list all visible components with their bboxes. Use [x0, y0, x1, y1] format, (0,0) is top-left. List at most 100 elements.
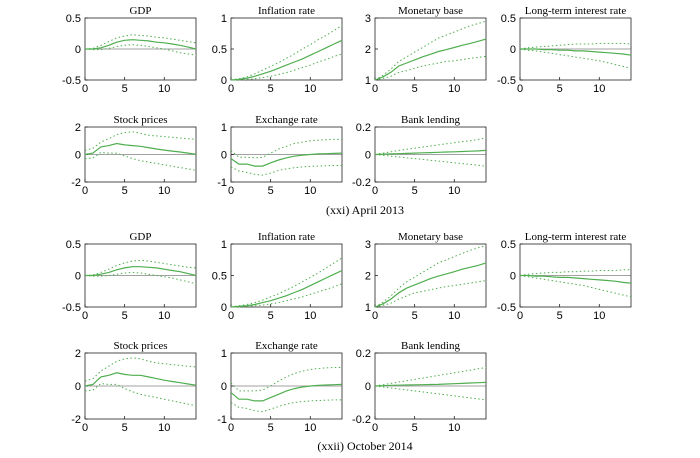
y-tick-label: 0 — [221, 150, 227, 162]
y-tick-label: 0.2 — [356, 348, 371, 360]
x-tick-label: 5 — [122, 83, 128, 95]
x-tick-label: 5 — [268, 83, 274, 95]
x-tick-label: 10 — [448, 185, 460, 197]
x-tick-label: 10 — [304, 185, 316, 197]
x-tick-label: 5 — [412, 185, 418, 197]
panel-title: Inflation rate — [258, 231, 315, 243]
y-tick-label: 0 — [75, 271, 81, 283]
x-tick-label: 0 — [372, 422, 378, 434]
y-tick-label: 0.5 — [66, 13, 81, 25]
series-line-band-lower — [519, 275, 632, 298]
series-line-band-lower — [230, 399, 342, 413]
x-tick-label: 5 — [557, 310, 563, 322]
y-tick-label: -0.5 — [62, 302, 81, 314]
series-line-band-upper — [519, 269, 631, 276]
x-tick-label: 0 — [228, 185, 234, 197]
panel-title: Bank lending — [401, 114, 460, 126]
series-line-band-lower — [84, 151, 197, 171]
y-tick-label: 1 — [221, 239, 227, 251]
series-line-band-lower — [374, 280, 487, 308]
panel-title: Long-term interest rate — [525, 5, 627, 17]
series-line-estimate — [374, 262, 487, 308]
panel-bank-lending: Bank lending-0.200.20 5 10 — [352, 114, 487, 197]
series-line-estimate — [230, 269, 343, 308]
x-tick-label: 0 — [228, 310, 234, 322]
series-line-band-lower — [519, 48, 632, 69]
panel-long-term-interest-rate: Long-term interest rate-0.500.50 5 10 — [497, 5, 632, 95]
series-line-band-upper — [84, 34, 197, 50]
series-line-band-upper — [374, 245, 487, 308]
y-tick-label: 1 — [221, 122, 227, 134]
series-line-band-lower — [230, 165, 342, 176]
series-line-band-upper — [230, 367, 342, 392]
y-tick-label: 0.5 — [501, 13, 516, 25]
panel-title: Exchange rate — [255, 114, 318, 126]
y-tick-label: 0 — [510, 44, 516, 56]
x-tick-label: 0 — [517, 83, 523, 95]
series-line-band-upper — [230, 24, 343, 81]
series-line-band-lower — [84, 382, 197, 407]
x-tick-label: 10 — [304, 422, 316, 434]
y-tick-label: 0 — [365, 381, 371, 393]
panel-title: GDP — [129, 5, 151, 17]
panel-bank-lending: Bank lending-0.200.20 5 10 — [352, 340, 487, 434]
series-line-band-lower — [231, 53, 343, 81]
series-line-estimate — [84, 372, 197, 387]
x-tick-label: 10 — [304, 310, 316, 322]
x-tick-label: 5 — [268, 310, 274, 322]
panel-title: Monetary base — [398, 231, 463, 243]
panel-monetary-base: Monetary base 1 2 3 0 5 10 — [365, 5, 487, 95]
y-tick-label: 3 — [365, 13, 371, 25]
plot-frame — [374, 17, 487, 81]
series-line-estimate — [85, 266, 197, 277]
x-tick-label: 0 — [228, 83, 234, 95]
series-line-band-lower — [374, 385, 487, 401]
x-tick-label: 5 — [412, 310, 418, 322]
series-line-band-lower — [374, 154, 487, 167]
series-line-band-upper — [374, 367, 487, 387]
x-tick-label: 0 — [517, 310, 523, 322]
series-line-band-upper — [230, 138, 342, 159]
y-tick-label: -2 — [71, 414, 81, 426]
series-line-band-upper — [519, 42, 632, 50]
x-tick-label: 10 — [593, 83, 605, 95]
y-tick-label: 0.5 — [212, 271, 227, 283]
y-tick-label: 1 — [365, 75, 371, 87]
panel-title: Bank lending — [401, 340, 460, 352]
series-line-band-upper — [374, 137, 487, 155]
x-tick-label: 5 — [268, 422, 274, 434]
x-tick-label: 5 — [412, 83, 418, 95]
x-tick-label: 5 — [557, 83, 563, 95]
y-tick-label: 0 — [75, 150, 81, 162]
x-tick-label: 0 — [372, 185, 378, 197]
plot-frame — [374, 243, 487, 308]
y-tick-label: 0.5 — [501, 239, 516, 251]
series-line-estimate — [230, 383, 343, 402]
x-tick-label: 0 — [82, 422, 88, 434]
series-line-estimate — [374, 381, 487, 387]
x-tick-label: 10 — [448, 422, 460, 434]
panel-monetary-base: Monetary base 1 2 3 0 5 10 — [365, 231, 487, 322]
x-tick-label: 10 — [448, 83, 460, 95]
series-line-band-lower — [84, 271, 197, 285]
y-tick-label: 1 — [221, 13, 227, 25]
y-tick-label: -0.5 — [62, 75, 81, 87]
y-tick-label: 0 — [510, 271, 516, 283]
y-tick-label: 0 — [221, 75, 227, 87]
y-tick-label: -0.2 — [352, 177, 371, 189]
y-tick-label: -1 — [217, 414, 227, 426]
series-line-band-upper — [84, 131, 197, 151]
y-tick-label: 2 — [75, 122, 81, 134]
x-tick-label: 10 — [158, 422, 170, 434]
y-tick-label: 1 — [365, 302, 371, 314]
panel-title: Monetary base — [398, 5, 463, 17]
panel-long-term-interest-rate: Long-term interest rate-0.500.50 5 10 — [497, 231, 632, 322]
series-line-band-upper — [84, 259, 197, 276]
series-line-estimate — [84, 142, 197, 156]
